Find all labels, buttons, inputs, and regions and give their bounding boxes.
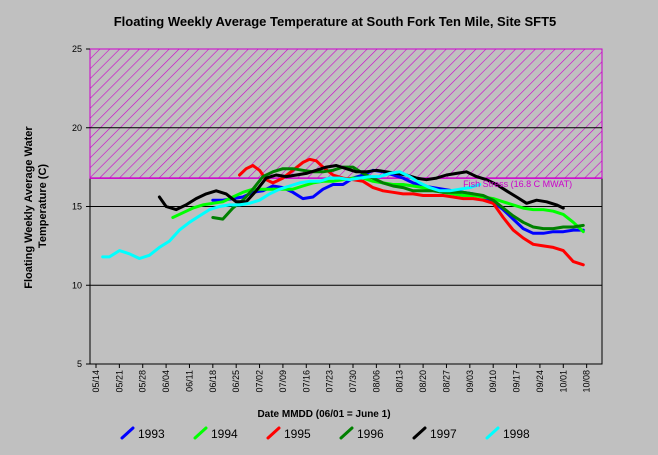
x-axis-title: Date MMDD (06/01 = June 1) bbox=[257, 409, 390, 420]
x-tick-label: 07/16 bbox=[301, 370, 311, 393]
legend-swatch-1994 bbox=[193, 426, 208, 440]
x-tick-label: 05/14 bbox=[91, 370, 101, 393]
x-tick-label: 08/20 bbox=[418, 370, 428, 393]
x-tick-label: 06/11 bbox=[184, 370, 194, 392]
legend-swatch-1995 bbox=[266, 426, 281, 440]
legend-swatch-1996 bbox=[339, 426, 354, 440]
x-tick-label: 06/25 bbox=[231, 370, 241, 393]
x-tick-label: 08/13 bbox=[395, 370, 405, 393]
x-tick-label: 09/17 bbox=[512, 370, 522, 393]
y-tick-label: 5 bbox=[77, 359, 82, 369]
x-tick-label: 10/01 bbox=[558, 370, 568, 393]
x-tick-label: 05/21 bbox=[114, 370, 124, 393]
x-tick-label: 08/06 bbox=[371, 370, 381, 393]
y-tick-label: 25 bbox=[72, 44, 82, 54]
y-tick-label: 10 bbox=[72, 280, 82, 290]
y-tick-label: 20 bbox=[72, 123, 82, 133]
legend-label-1996: 1996 bbox=[357, 427, 384, 441]
x-tick-label: 07/02 bbox=[255, 370, 265, 393]
stress-zone bbox=[89, 48, 603, 179]
x-tick-label: 06/04 bbox=[161, 370, 171, 393]
y-axis-title-line-2: Temperature (C) bbox=[37, 164, 49, 248]
chart-title: Floating Weekly Average Temperature at S… bbox=[114, 14, 557, 29]
x-tick-label: 06/18 bbox=[208, 370, 218, 393]
series-line-1993 bbox=[211, 168, 585, 235]
x-tick-label: 08/27 bbox=[441, 370, 451, 393]
y-axis: 5 10 15 20 25 bbox=[72, 44, 90, 369]
y-tick-label: 15 bbox=[72, 202, 82, 212]
legend-label-1998: 1998 bbox=[503, 427, 530, 441]
x-tick-label: 05/28 bbox=[138, 370, 148, 393]
legend-swatch-1993 bbox=[120, 426, 135, 440]
x-tick-label: 09/24 bbox=[535, 370, 545, 393]
y-axis-title-line-1: Floating Weekly Average Water bbox=[23, 126, 35, 289]
x-tick-label: 07/09 bbox=[278, 370, 288, 393]
x-axis: 05/14 05/21 05/28 06/04 06/11 06/18 06/25 07/02… bbox=[91, 364, 592, 393]
x-tick-label: 09/03 bbox=[465, 370, 475, 393]
legend-swatch-1997 bbox=[412, 426, 427, 440]
y-axis-title: Floating Weekly Average Water Temperatur… bbox=[23, 123, 49, 288]
legend-label-1997: 1997 bbox=[430, 427, 457, 441]
legend-label-1994: 1994 bbox=[211, 427, 238, 441]
x-tick-label: 09/10 bbox=[488, 370, 498, 393]
series-line-1998 bbox=[101, 170, 482, 260]
x-tick-label: 07/23 bbox=[325, 370, 335, 393]
legend: 1993 1994 1995 1996 1997 1998 bbox=[120, 426, 530, 441]
threshold-label: Fish Stress (16.8 C MWAT) bbox=[463, 179, 572, 189]
x-tick-label: 10/08 bbox=[582, 370, 592, 393]
legend-label-1993: 1993 bbox=[138, 427, 165, 441]
x-tick-label: 07/30 bbox=[348, 370, 358, 393]
series-line-1996 bbox=[211, 165, 585, 231]
series-line-1997 bbox=[157, 164, 565, 212]
legend-label-1995: 1995 bbox=[284, 427, 311, 441]
series-lines bbox=[101, 157, 585, 267]
legend-swatch-1998 bbox=[485, 426, 500, 440]
